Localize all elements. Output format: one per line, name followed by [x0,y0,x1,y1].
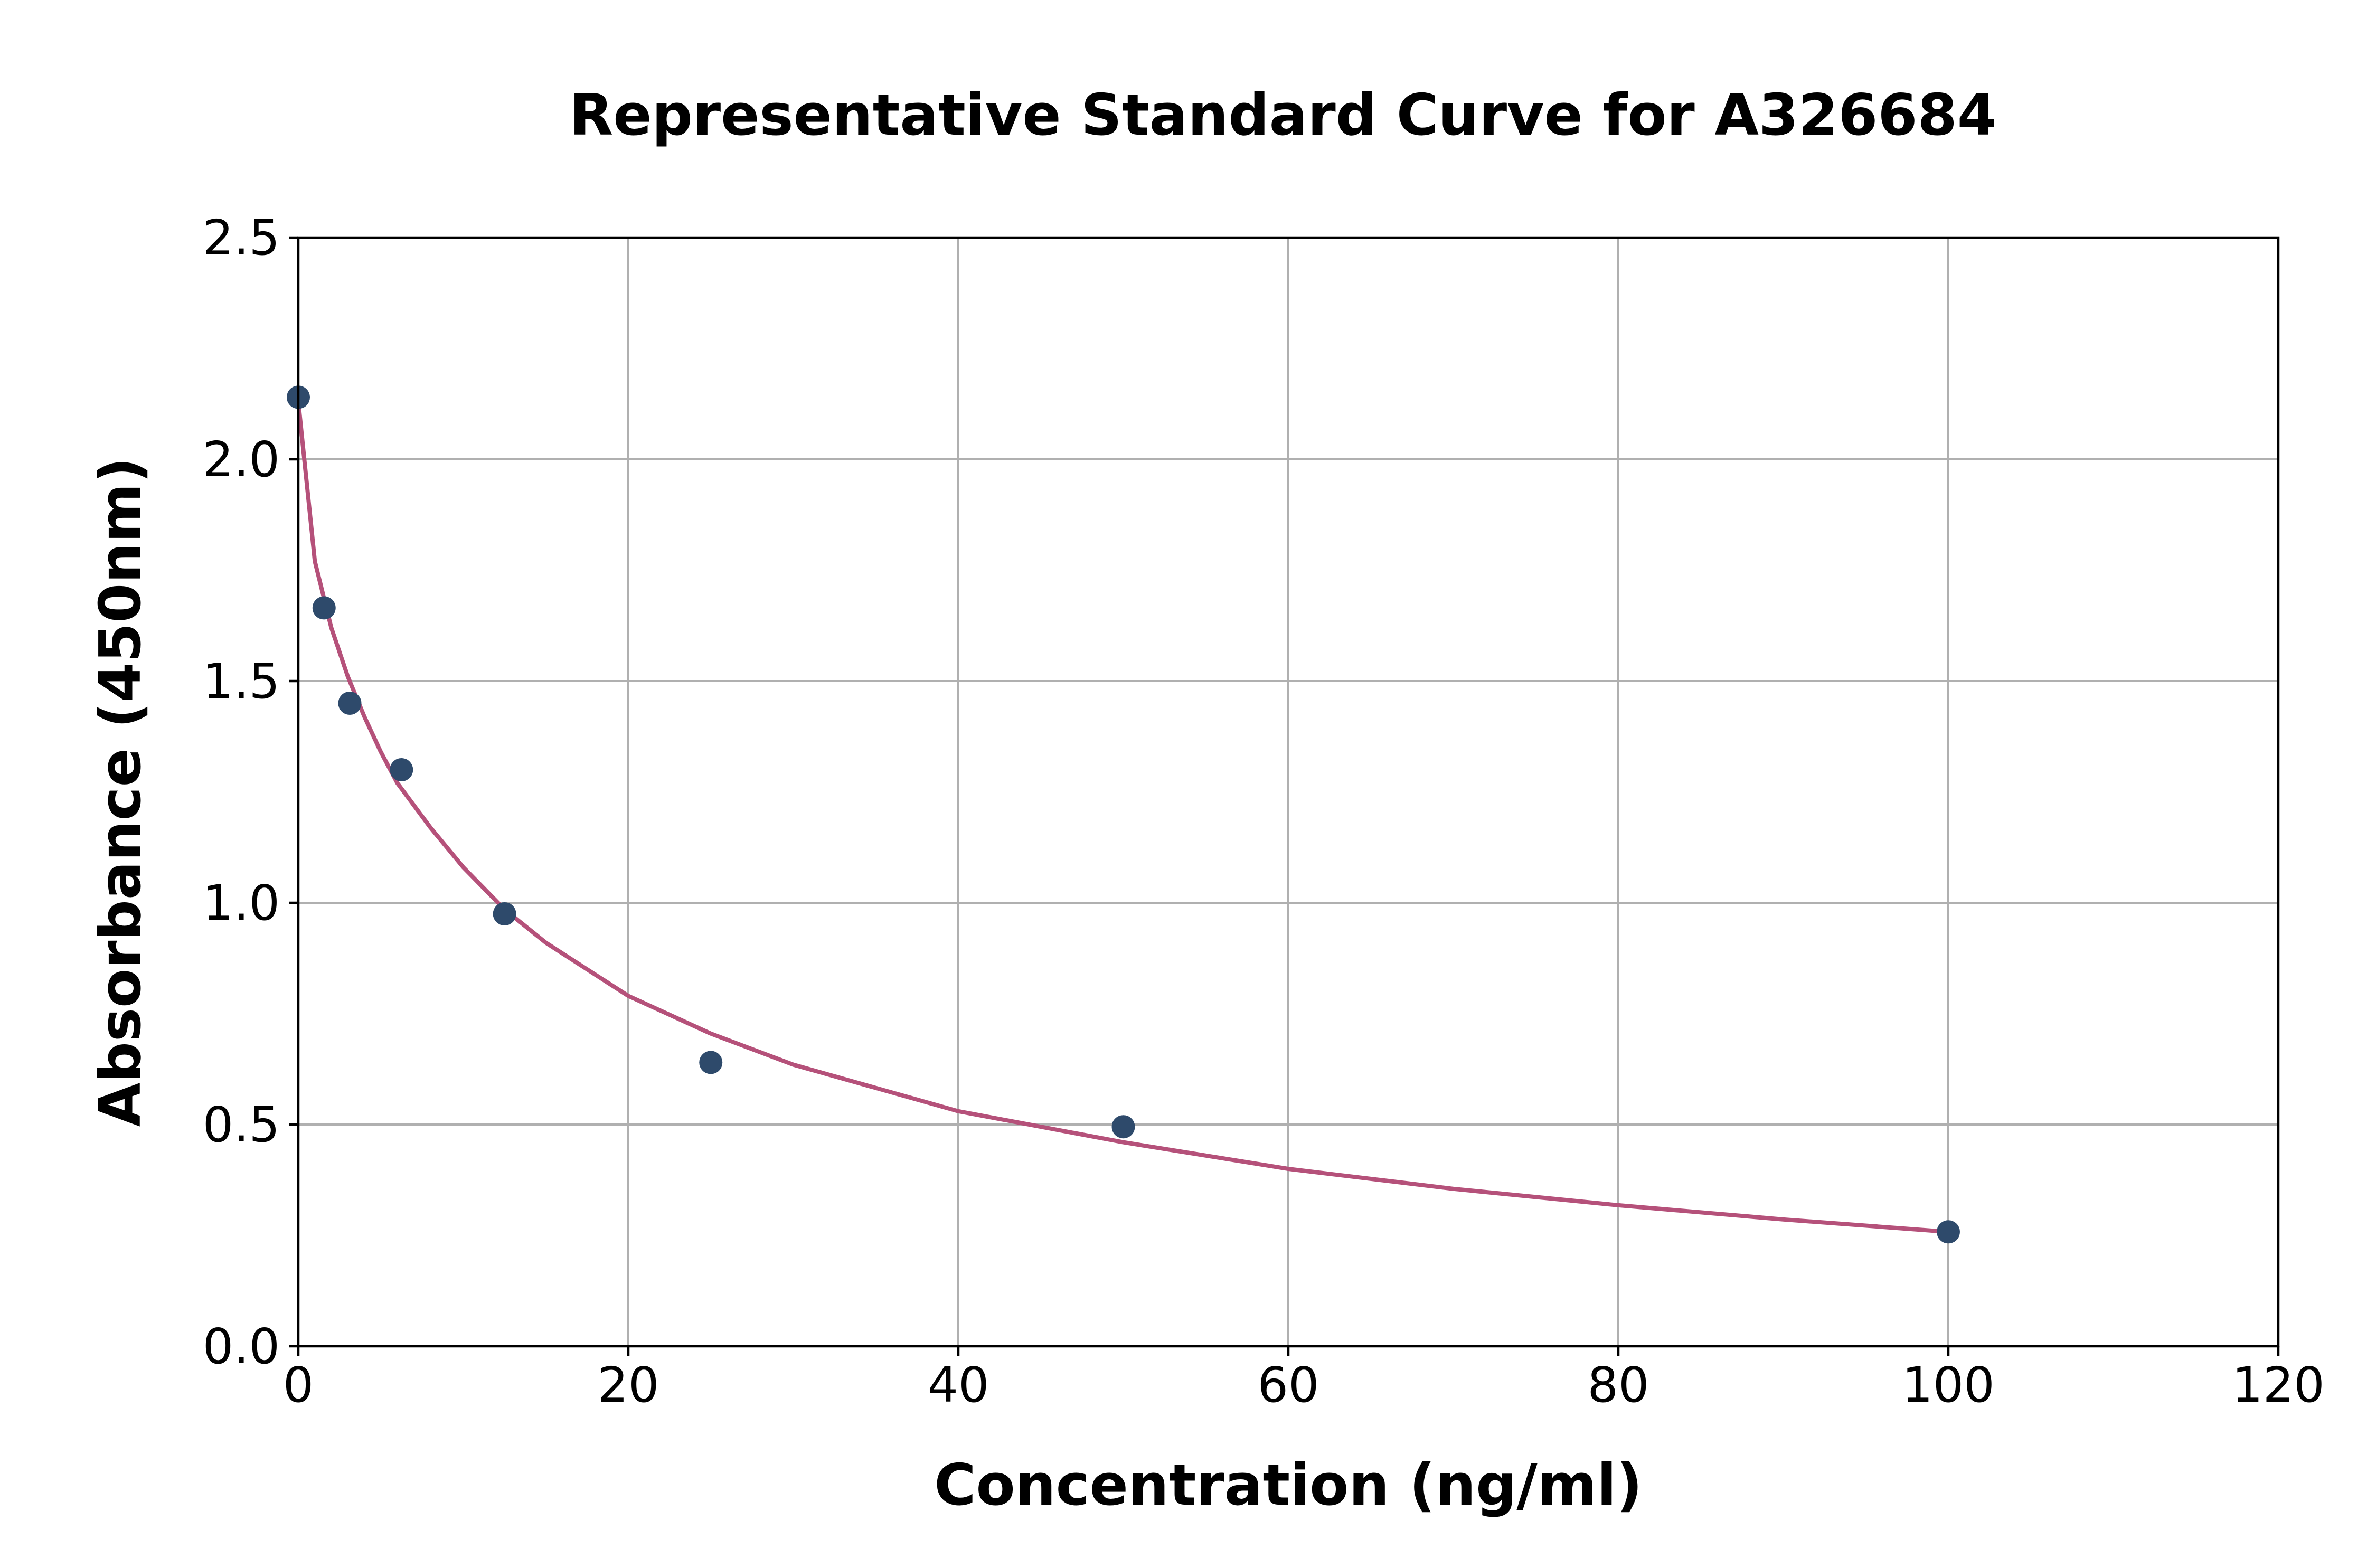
data-point [1111,1115,1135,1139]
y-tick-label: 0.0 [203,1318,280,1375]
data-point [312,596,336,620]
data-points-layer [287,385,1960,1244]
data-point [390,758,413,781]
chart-title: Representative Standard Curve for A32668… [569,82,1997,148]
axis-ticks: 0 20 40 60 80 100 120 0.0 0.5 1.0 1.5 2.0 2.5 [203,210,2325,1413]
y-tick-label: 1.0 [203,875,280,931]
y-tick-label: 1.5 [203,653,280,710]
fit-curve-layer [296,401,1949,1234]
data-point [699,1051,723,1074]
grid-lines [297,237,2279,1347]
x-tick-label: 20 [597,1357,659,1413]
y-tick-label: 2.5 [203,210,280,266]
plot-frame [297,236,2280,1348]
x-tick-label: 100 [1902,1357,1995,1413]
fit-curve-line [296,401,1949,1234]
x-tick-label: 0 [283,1357,314,1413]
x-tick-label: 120 [2232,1357,2325,1413]
y-axis-label: Absorbance (450nm) [88,457,154,1127]
data-point [338,692,362,715]
y-tick-label: 2.0 [203,431,280,488]
x-tick-label: 80 [1587,1357,1649,1413]
data-point [1937,1220,1960,1244]
x-tick-label: 60 [1257,1357,1319,1413]
x-axis-label: Concentration (ng/ml) [934,1452,1643,1518]
y-tick-label: 0.5 [203,1097,280,1153]
data-point [493,902,516,925]
x-tick-label: 40 [927,1357,989,1413]
